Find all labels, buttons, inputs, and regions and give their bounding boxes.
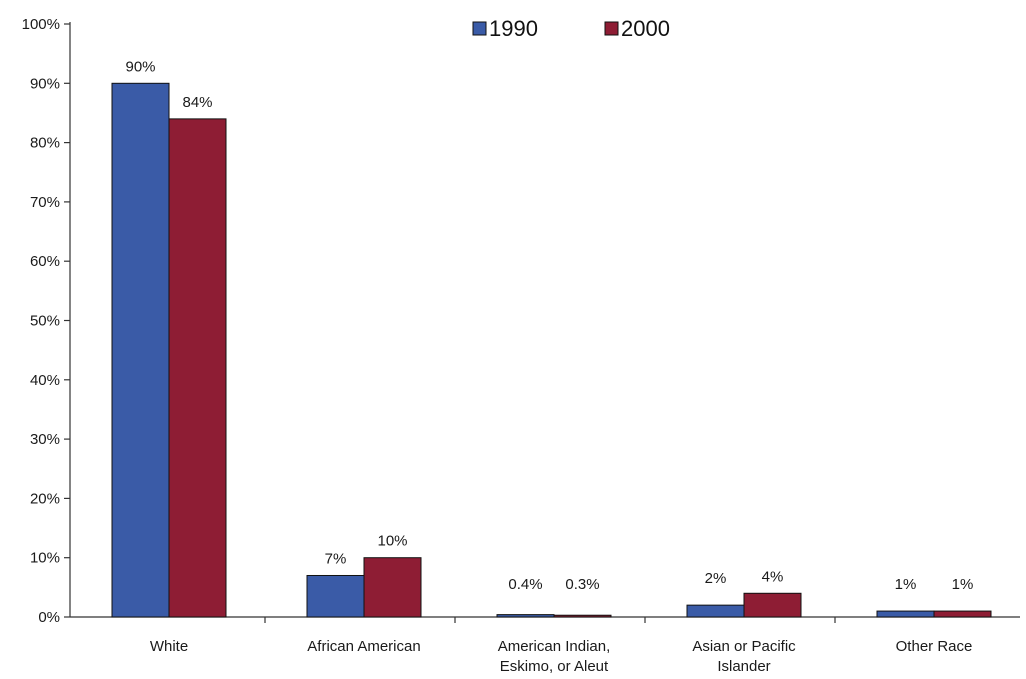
bars xyxy=(111,82,992,618)
category-label: Asian or Pacific xyxy=(692,638,796,655)
data-label: 84% xyxy=(182,94,212,111)
y-tick-label: 40% xyxy=(30,372,60,389)
y-tick-label: 10% xyxy=(30,550,60,567)
y-tick-label: 90% xyxy=(30,75,60,92)
data-labels: 90% 84% 7% 10% 0.4% 0.3% 2% 4% 1% 1% xyxy=(125,58,973,593)
data-label: 90% xyxy=(125,58,155,75)
bar-1990 xyxy=(111,82,170,618)
data-label: 2% xyxy=(705,570,727,587)
category-label: Eskimo, or Aleut xyxy=(500,658,609,675)
bar-1990 xyxy=(876,610,935,618)
y-tick-label: 0% xyxy=(38,609,60,626)
bar-1990 xyxy=(686,604,745,618)
data-label: 10% xyxy=(377,533,407,550)
data-label: 0.3% xyxy=(565,576,599,593)
category-labels: White African American American Indian, Esk… xyxy=(150,638,973,675)
bar-2000 xyxy=(933,610,992,618)
category-label: Islander xyxy=(717,658,770,675)
y-axis: 0% 10% 20% 30% 40% 50% 60% 70% 80% 90% 100% xyxy=(22,16,71,626)
legend-swatch xyxy=(472,21,487,36)
category-label: African American xyxy=(307,638,420,655)
y-tick-label: 70% xyxy=(30,194,60,211)
y-tick-label: 50% xyxy=(30,313,60,330)
legend-label: 1990 xyxy=(489,16,538,41)
legend-swatch xyxy=(604,21,619,36)
category-label: American Indian, xyxy=(498,638,611,655)
bar-2000 xyxy=(553,614,612,618)
x-axis xyxy=(70,616,1020,623)
data-label: 0.4% xyxy=(508,576,542,593)
category-label: Other Race xyxy=(896,638,973,655)
legend: 1990 2000 xyxy=(472,16,670,41)
bar-2000 xyxy=(743,592,802,618)
data-label: 1% xyxy=(895,576,917,593)
y-tick-label: 60% xyxy=(30,253,60,270)
bar-1990 xyxy=(306,574,365,618)
legend-label: 2000 xyxy=(621,16,670,41)
y-tick-label: 100% xyxy=(22,16,60,33)
data-label: 7% xyxy=(325,550,347,567)
data-label: 1% xyxy=(952,576,974,593)
data-label: 4% xyxy=(762,568,784,585)
y-tick-label: 20% xyxy=(30,490,60,507)
bar-1990 xyxy=(496,614,555,618)
y-tick-label: 80% xyxy=(30,135,60,152)
bar-2000 xyxy=(363,557,422,618)
bar-2000 xyxy=(168,118,227,618)
category-label: White xyxy=(150,638,188,655)
y-tick-label: 30% xyxy=(30,431,60,448)
